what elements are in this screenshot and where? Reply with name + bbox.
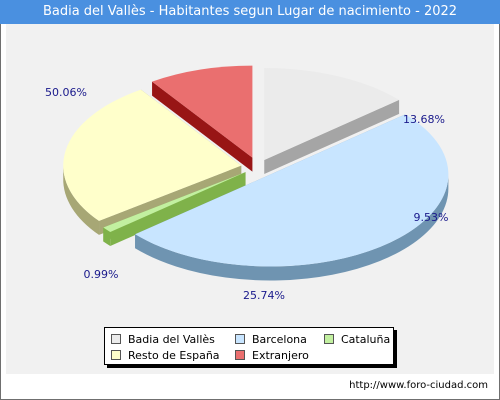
- legend-item-resto: Resto de España: [111, 349, 220, 362]
- legend-swatch-badia: [111, 334, 121, 344]
- pie-slice-wall-badia-1: [264, 99, 400, 174]
- pie-slice-top-barcelona: [135, 114, 449, 267]
- pie-label-extranjero: 9.53%: [414, 211, 449, 224]
- pie-slice-side-resto: [63, 164, 100, 235]
- pie-label-cataluna: 0.99%: [84, 268, 119, 281]
- pie-slice-top-cataluna: [103, 172, 246, 232]
- legend-label-cataluna: Cataluña: [341, 333, 391, 346]
- legend-label-extranjero: Extranjero: [252, 349, 309, 362]
- pie-label-badia: 13.68%: [403, 113, 445, 126]
- legend-swatch-resto: [111, 350, 121, 360]
- legend: Badia del Vallès Barcelona Cataluña Rest…: [104, 327, 394, 365]
- pie-slice-badia: [264, 67, 400, 174]
- legend-item-extranjero: Extranjero: [235, 349, 309, 362]
- pie-slice-top-resto: [63, 89, 242, 221]
- source-url: http://www.foro-ciudad.com: [349, 380, 488, 391]
- legend-item-barcelona: Barcelona: [235, 333, 307, 346]
- pie-slice-top-badia: [264, 67, 400, 160]
- pie-slice-side-barcelona: [135, 174, 449, 281]
- pie-slice-top-extranjero: [152, 65, 253, 158]
- pie-slice-barcelona: [135, 114, 449, 281]
- legend-label-badia: Badia del Vallès: [128, 333, 215, 346]
- legend-swatch-barcelona: [235, 334, 245, 344]
- pie-slice-wall-extranjero-0: [152, 81, 253, 172]
- pie-label-resto: 25.74%: [243, 289, 285, 302]
- chart-title: Badia del Vallès - Habitantes segun Luga…: [42, 4, 458, 19]
- pie-label-barcelona: 50.06%: [45, 86, 87, 99]
- legend-swatch-cataluna: [324, 334, 334, 344]
- pie-chart: 13.68% 50.06% 0.99% 25.74% 9.53%: [45, 65, 449, 302]
- legend-item-cataluna: Cataluña: [324, 333, 390, 346]
- pie-slice-extranjero: [152, 65, 253, 172]
- legend-label-barcelona: Barcelona: [252, 333, 307, 346]
- legend-swatch-extranjero: [235, 350, 245, 360]
- title-bar: Badia del Vallès - Habitantes segun Luga…: [0, 0, 500, 24]
- pie-slice-side-cataluna: [103, 227, 111, 246]
- legend-item-badia: Badia del Vallès: [111, 333, 215, 346]
- legend-label-resto: Resto de España: [128, 349, 220, 362]
- pie-slice-cataluna: [103, 172, 246, 246]
- pie-slice-wall-cataluna-1: [103, 172, 246, 242]
- plot-area: 13.68% 50.06% 0.99% 25.74% 9.53%: [6, 24, 494, 374]
